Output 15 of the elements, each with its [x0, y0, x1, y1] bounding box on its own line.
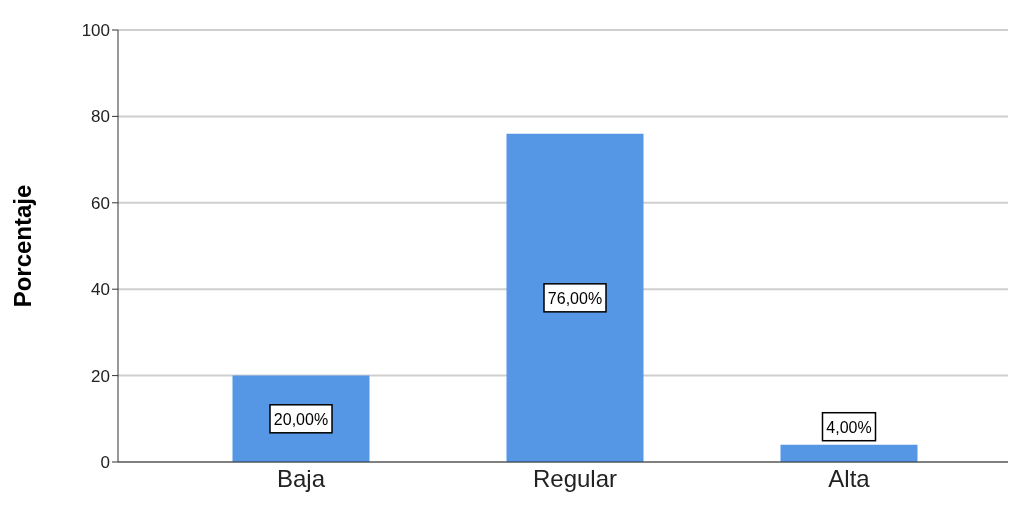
- data-label: 4,00%: [826, 418, 872, 436]
- y-tick-label: 80: [91, 107, 110, 127]
- bar: [506, 133, 644, 462]
- y-tick-label: 60: [91, 193, 110, 213]
- x-tick-label: Regular: [532, 465, 618, 493]
- y-tick-label: 100: [81, 21, 110, 41]
- x-tick-label: Baja: [276, 465, 326, 493]
- bar: [780, 444, 918, 462]
- data-label: 76,00%: [547, 289, 603, 307]
- data-label: 20,00%: [273, 410, 329, 428]
- x-tick-label: Alta: [828, 465, 871, 493]
- y-tick-label: 40: [91, 280, 110, 300]
- y-tick-label: 20: [91, 366, 110, 386]
- y-tick-label: 0: [100, 453, 110, 473]
- y-axis-title: Porcentaje: [8, 184, 36, 308]
